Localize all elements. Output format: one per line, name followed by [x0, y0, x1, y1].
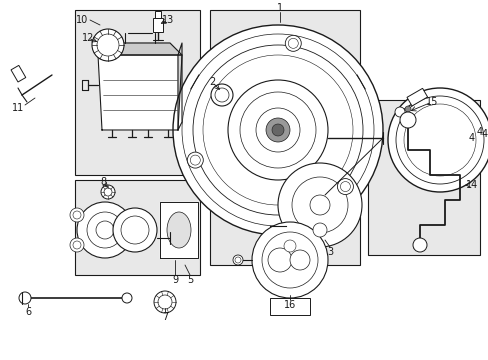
Text: 10: 10	[76, 15, 88, 25]
Bar	[153, 18, 163, 32]
Circle shape	[97, 34, 119, 56]
Circle shape	[70, 238, 84, 252]
Circle shape	[312, 223, 326, 237]
Text: 3: 3	[326, 247, 332, 257]
Circle shape	[193, 45, 362, 215]
Circle shape	[19, 292, 31, 304]
Circle shape	[104, 188, 112, 196]
Text: 13: 13	[162, 15, 174, 25]
Circle shape	[101, 185, 115, 199]
Ellipse shape	[167, 212, 191, 248]
Circle shape	[265, 118, 289, 142]
Circle shape	[291, 177, 347, 233]
Text: 12: 12	[81, 33, 94, 43]
Circle shape	[96, 221, 114, 239]
Circle shape	[271, 124, 284, 136]
Text: 16: 16	[284, 300, 296, 310]
Circle shape	[399, 112, 415, 128]
Circle shape	[70, 208, 84, 222]
Text: 15: 15	[425, 97, 437, 107]
Circle shape	[121, 216, 149, 244]
Text: 9: 9	[172, 275, 178, 285]
Bar	[11, 66, 26, 82]
Circle shape	[190, 155, 200, 165]
Circle shape	[340, 181, 350, 192]
Bar	[75, 180, 200, 275]
Circle shape	[232, 255, 243, 265]
Text: 6: 6	[25, 307, 31, 317]
Circle shape	[73, 241, 81, 249]
Circle shape	[288, 38, 298, 48]
Bar	[75, 10, 200, 175]
Circle shape	[158, 295, 172, 309]
Text: 1: 1	[276, 3, 283, 13]
Text: 11: 11	[12, 103, 24, 113]
Circle shape	[122, 293, 132, 303]
Text: 5: 5	[186, 275, 193, 285]
Circle shape	[235, 257, 241, 263]
Circle shape	[262, 232, 317, 288]
Circle shape	[113, 208, 157, 252]
Bar	[209, 10, 359, 265]
Circle shape	[289, 250, 309, 270]
Text: 4: 4	[476, 127, 482, 137]
Circle shape	[337, 179, 353, 194]
Circle shape	[267, 248, 291, 272]
Circle shape	[92, 29, 124, 61]
Circle shape	[187, 152, 203, 168]
Circle shape	[387, 88, 488, 192]
Circle shape	[285, 35, 301, 51]
Bar	[367, 100, 479, 255]
Text: 7: 7	[162, 312, 168, 322]
Circle shape	[215, 88, 228, 102]
Text: 4: 4	[481, 129, 487, 139]
Circle shape	[154, 291, 176, 313]
Circle shape	[210, 84, 232, 106]
Circle shape	[256, 108, 299, 152]
Circle shape	[284, 240, 295, 252]
Bar	[406, 88, 427, 106]
Circle shape	[412, 238, 426, 252]
Text: 4: 4	[468, 133, 474, 143]
Polygon shape	[178, 43, 182, 130]
Text: 14: 14	[465, 180, 477, 190]
Circle shape	[251, 222, 327, 298]
Circle shape	[227, 80, 327, 180]
Circle shape	[309, 195, 329, 215]
Circle shape	[77, 202, 133, 258]
Bar	[155, 11, 161, 18]
Polygon shape	[160, 202, 198, 258]
Circle shape	[73, 211, 81, 219]
Text: 8: 8	[100, 177, 106, 187]
Text: 2: 2	[208, 77, 215, 87]
Circle shape	[173, 25, 382, 235]
Circle shape	[240, 92, 315, 168]
Circle shape	[278, 163, 361, 247]
Bar	[269, 298, 309, 315]
Polygon shape	[98, 43, 182, 55]
Circle shape	[87, 212, 123, 248]
Circle shape	[394, 107, 404, 117]
Polygon shape	[98, 55, 182, 130]
Circle shape	[404, 106, 410, 112]
